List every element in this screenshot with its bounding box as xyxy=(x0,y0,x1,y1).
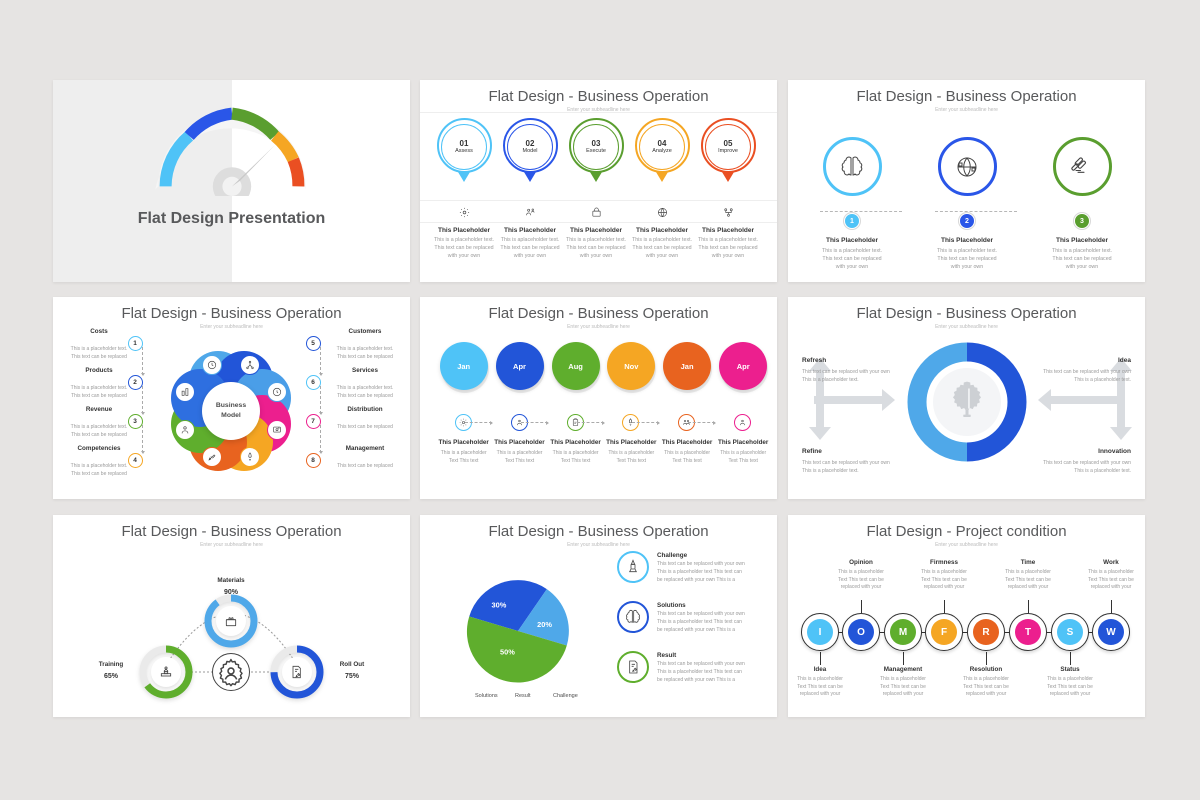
svg-text:20%: 20% xyxy=(537,620,552,629)
svg-text:30%: 30% xyxy=(492,601,507,610)
svg-text:50%: 50% xyxy=(500,647,515,656)
